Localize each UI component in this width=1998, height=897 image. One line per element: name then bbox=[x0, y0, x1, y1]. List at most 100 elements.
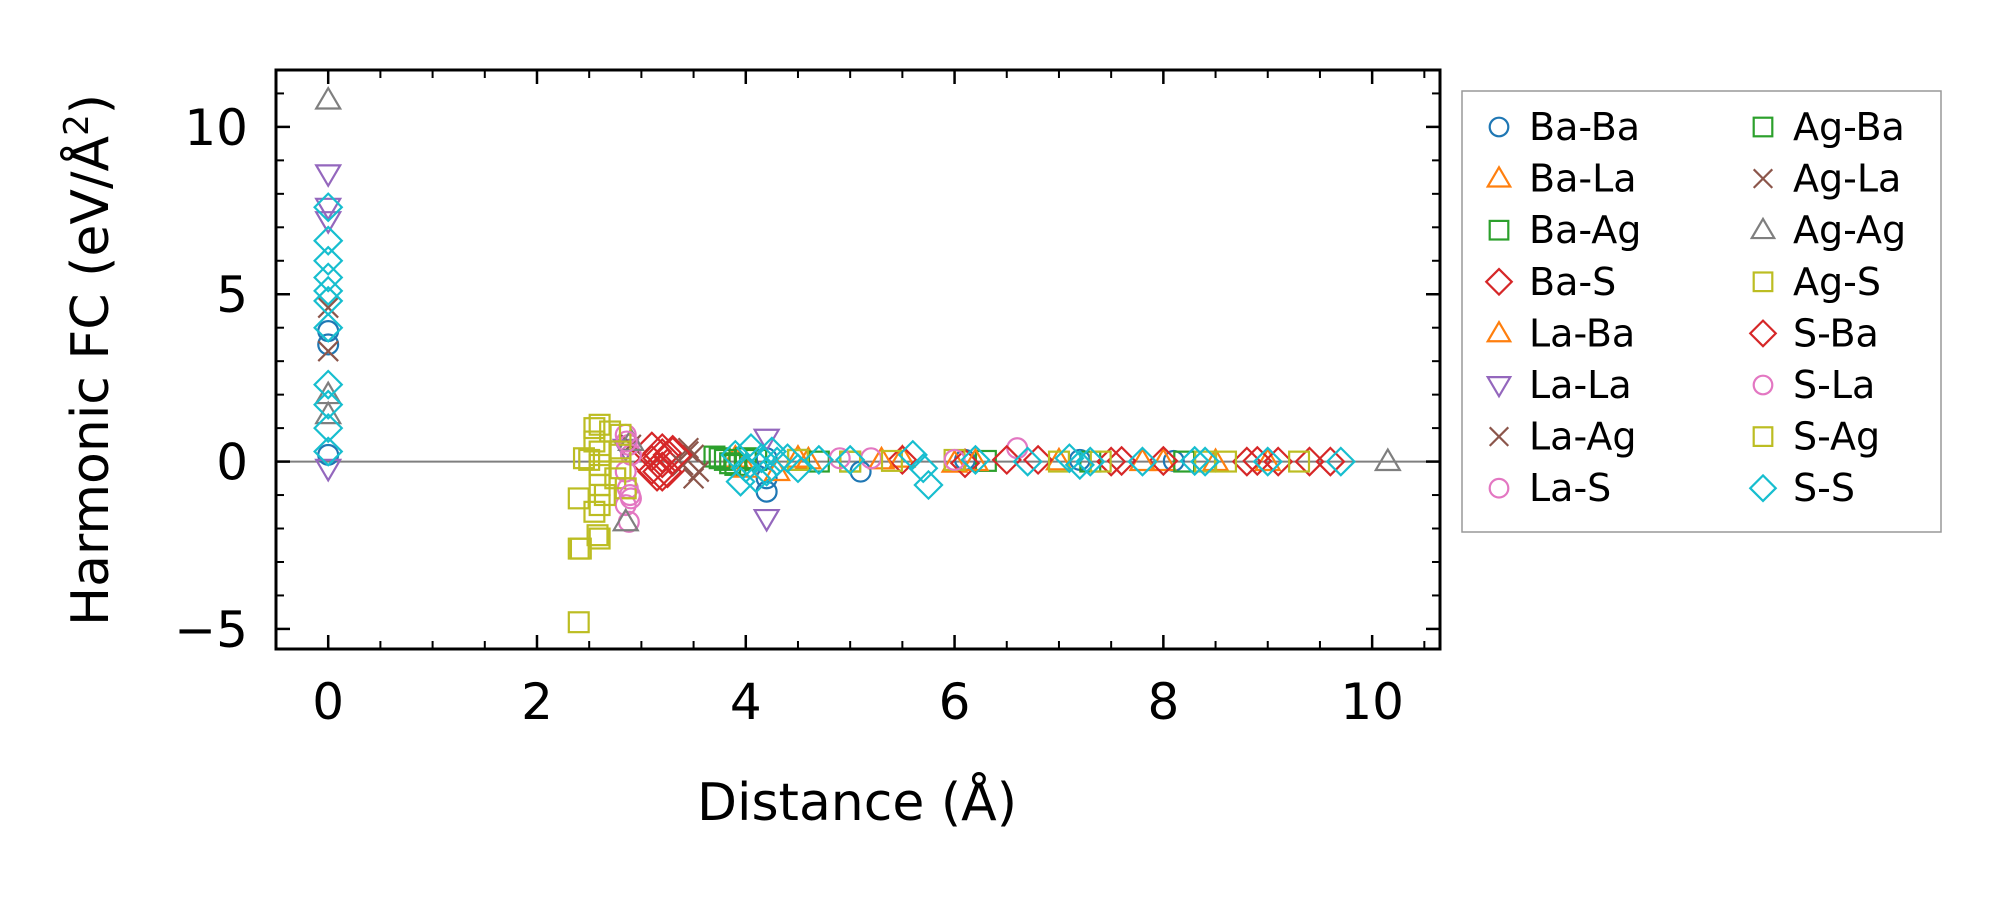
legend-entry-ag-ba: Ag-Ba bbox=[1752, 105, 1905, 149]
data-point bbox=[1006, 437, 1029, 460]
data-point bbox=[313, 245, 344, 276]
data-point bbox=[1064, 449, 1095, 481]
legend-label: La-S bbox=[1529, 466, 1611, 510]
data-point bbox=[1325, 446, 1356, 477]
data-point bbox=[751, 456, 782, 487]
data-point bbox=[784, 444, 812, 468]
legend-entry-s-s: S-S bbox=[1748, 466, 1855, 510]
data-point bbox=[313, 312, 344, 343]
legend-label: S-S bbox=[1793, 466, 1855, 510]
data-point bbox=[887, 444, 918, 476]
data-point bbox=[313, 389, 344, 420]
legend-label: Ba-Ba bbox=[1529, 105, 1640, 149]
data-points-layer bbox=[313, 85, 1402, 634]
series-ba-ba bbox=[317, 320, 1185, 503]
series-la-la bbox=[314, 164, 781, 533]
legend-entry-la-la: La-La bbox=[1485, 363, 1632, 407]
series-ag-s bbox=[567, 413, 1311, 634]
data-point bbox=[720, 439, 751, 471]
data-point bbox=[839, 450, 862, 473]
ticks-layer bbox=[276, 70, 1440, 649]
series-s-ba bbox=[642, 434, 1346, 492]
data-point bbox=[782, 453, 814, 484]
data-point bbox=[317, 296, 339, 319]
legend-marker bbox=[1485, 376, 1513, 399]
data-point bbox=[642, 451, 683, 492]
data-point bbox=[752, 508, 781, 533]
legend-marker bbox=[1748, 319, 1778, 348]
legend-entry-s-ag: S-Ag bbox=[1752, 415, 1880, 459]
legend-label: Ag-S bbox=[1793, 260, 1881, 304]
x-tick-label: 2 bbox=[521, 673, 553, 731]
series-ba-s bbox=[631, 431, 1325, 492]
y-axis-title-main: Harmonic FC (eV/Å bbox=[59, 135, 121, 626]
data-point bbox=[652, 434, 693, 476]
legend-entry-ba-ag: Ba-Ag bbox=[1488, 208, 1641, 252]
data-point bbox=[614, 477, 637, 500]
data-point bbox=[314, 400, 343, 425]
data-point bbox=[314, 211, 343, 235]
legend-entry-ba-la: Ba-La bbox=[1485, 157, 1637, 201]
data-point bbox=[314, 85, 343, 110]
data-point bbox=[1149, 447, 1178, 472]
data-point bbox=[756, 436, 788, 467]
legend-frame bbox=[1461, 90, 1942, 533]
legend-entry-ag-ag: Ag-Ag bbox=[1749, 208, 1906, 252]
data-point bbox=[908, 453, 939, 484]
legend-label: Ba-La bbox=[1529, 157, 1637, 201]
x-tick-label: 10 bbox=[1340, 673, 1404, 731]
series-ag-ag bbox=[314, 85, 1402, 532]
legend-entry-s-ba: S-Ba bbox=[1748, 311, 1879, 355]
x-tick-label: 4 bbox=[730, 673, 762, 731]
data-point bbox=[1288, 450, 1311, 473]
data-point bbox=[313, 262, 344, 293]
data-point bbox=[314, 458, 343, 483]
data-point bbox=[761, 446, 793, 477]
data-point bbox=[880, 449, 903, 472]
y-axis-title-close: ) bbox=[61, 94, 121, 114]
data-point bbox=[960, 444, 991, 476]
data-point bbox=[1096, 446, 1127, 477]
data-point bbox=[991, 444, 1022, 476]
data-point bbox=[949, 448, 981, 479]
x-tick-label: 8 bbox=[1147, 673, 1179, 731]
legend-marker bbox=[1488, 219, 1510, 241]
legend-marker bbox=[1485, 319, 1513, 343]
legend-marker bbox=[1488, 426, 1510, 447]
data-point bbox=[1294, 446, 1325, 477]
legend-entry-la-ag: La-Ag bbox=[1488, 415, 1636, 459]
legend-label: Ba-S bbox=[1529, 260, 1616, 304]
data-point bbox=[1214, 450, 1238, 473]
legend-marker bbox=[1488, 116, 1510, 138]
data-point bbox=[1263, 446, 1294, 477]
legend-label: La-La bbox=[1529, 363, 1632, 407]
data-point bbox=[578, 448, 601, 471]
plot-frame bbox=[274, 68, 1442, 651]
x-tick-label: 0 bbox=[312, 673, 344, 731]
data-point bbox=[682, 467, 705, 490]
data-point bbox=[1012, 446, 1043, 477]
legend-label: Ag-Ba bbox=[1793, 105, 1905, 149]
legend-label: S-La bbox=[1793, 363, 1875, 407]
legend-marker bbox=[1484, 267, 1514, 297]
plot-frame-layer bbox=[274, 68, 1442, 651]
legend-entry-ba-ba: Ba-Ba bbox=[1488, 105, 1640, 149]
data-point bbox=[1022, 444, 1054, 476]
data-point bbox=[1045, 446, 1073, 471]
data-point bbox=[313, 225, 344, 256]
data-point bbox=[725, 466, 756, 497]
data-point bbox=[313, 412, 344, 444]
legend-entry-la-ba: La-Ba bbox=[1485, 311, 1635, 355]
legend-label: La-Ba bbox=[1529, 311, 1635, 355]
series-s-s bbox=[313, 192, 1356, 501]
data-point bbox=[943, 448, 966, 471]
legend-marker bbox=[1485, 165, 1513, 188]
data-point bbox=[1253, 447, 1282, 472]
legend-label: S-Ba bbox=[1793, 311, 1879, 355]
data-point bbox=[803, 444, 835, 476]
legend-marker bbox=[1752, 168, 1774, 189]
data-point bbox=[1127, 446, 1158, 477]
data-point bbox=[897, 439, 928, 471]
data-point bbox=[1128, 447, 1157, 472]
